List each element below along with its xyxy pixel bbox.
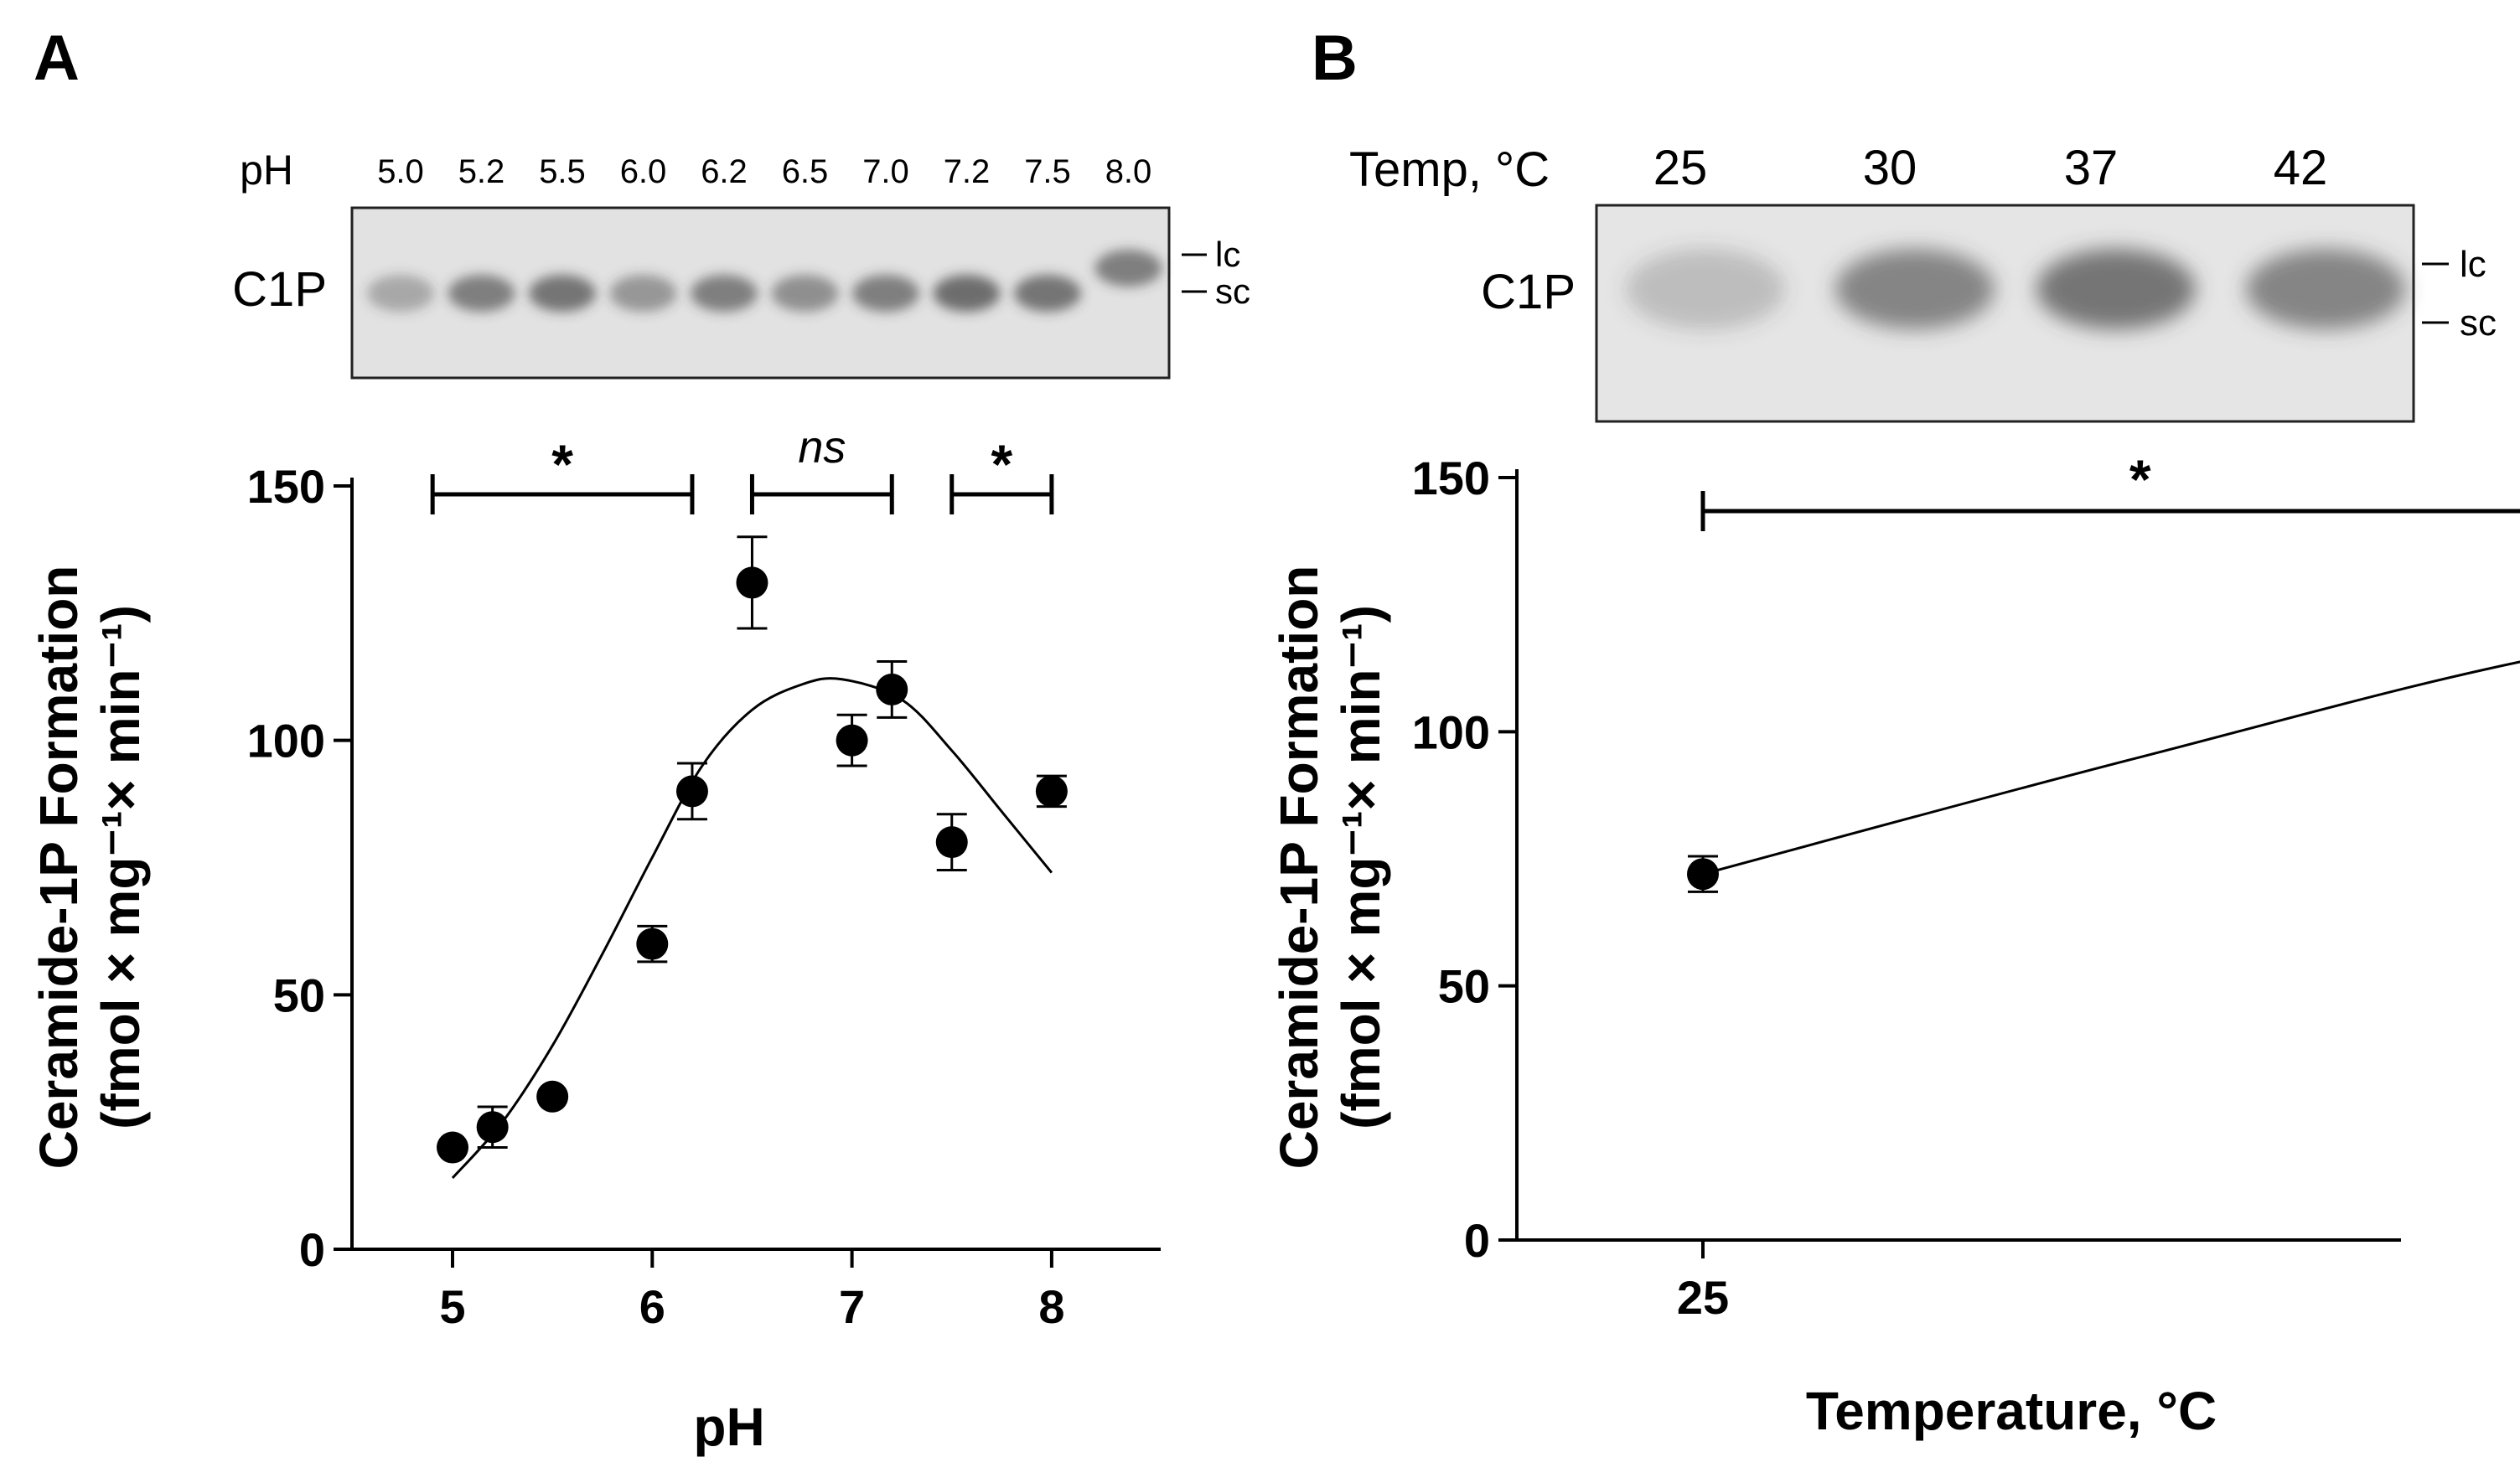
chart-a-data-point	[935, 826, 968, 859]
gel-a-lane-label: 5.5	[539, 153, 586, 190]
gel-a-bands	[367, 250, 1162, 312]
gel-a-lane-label: 7.5	[1024, 153, 1071, 190]
chart-a-data-point	[736, 566, 768, 599]
chart-a-data-point	[437, 1131, 468, 1164]
gel-a-lane-label: 7.0	[862, 153, 909, 190]
chart-b-ylabel-line2: (fmol × mg⁻¹× min⁻¹)	[1331, 605, 1391, 1129]
chart-b-ylabel-line1: Ceramide-1P Formation	[1269, 566, 1329, 1170]
chart-a-data-point	[636, 928, 669, 960]
chart-a-data-point	[836, 724, 868, 757]
gel-b-bands	[1626, 249, 2405, 329]
chart-a-ylabel: Ceramide-1P Formation (fmol × mg⁻¹× min⁻…	[28, 566, 151, 1170]
gel-b-lane-labels: 25 30 37 42	[1653, 141, 2328, 195]
chart-a-data-point	[1035, 775, 1068, 808]
gel-a-band	[933, 275, 1001, 312]
chart-a-fit-curve	[451, 677, 1053, 1179]
chart-b-ylabel: Ceramide-1P Formation (fmol × mg⁻¹× min⁻…	[1269, 566, 1391, 1170]
chart-b-significance-label: *	[2129, 448, 2151, 510]
gel-b-lane-label: 42	[2274, 141, 2328, 195]
gel-b-band	[1835, 249, 1995, 329]
chart-a-y-tick-label: 100	[247, 715, 325, 767]
chart-a-ylabel-line1: Ceramide-1P Formation	[28, 566, 89, 1170]
chart-b-y-tick-label: 0	[1464, 1214, 1490, 1267]
gel-a: pH 5.0 5.2 5.5 6.0 6.2 6.5 7.0 7.2 7.5 8.0 C1P lc…	[232, 147, 1250, 380]
gel-a-lane-labels: 5.0 5.2 5.5 6.0 6.2 6.5 7.0 7.2 7.5 8.0	[377, 153, 1151, 190]
chart-a-y-tick-label: 50	[273, 969, 325, 1021]
gel-b-lane-label: 30	[1863, 141, 1917, 195]
chart-a-data-point	[876, 673, 908, 705]
gel-a-band	[1094, 250, 1162, 287]
panel-a: A pH 5.0 5.2 5.5 6.0 6.2 6.5 7.0 7.2 7.5 8.0 C1P …	[28, 23, 1250, 1457]
chart-a-y-tick-label: 0	[299, 1223, 325, 1276]
chart-a-significance-label: *	[991, 433, 1012, 495]
gel-a-lane-label: 6.0	[620, 153, 667, 190]
gel-a-header-label: pH	[240, 147, 293, 194]
chart-a-significance-label: *	[551, 433, 573, 495]
gel-a-marker-sc: sc	[1215, 271, 1250, 311]
gel-a-marker-lc: lc	[1215, 235, 1240, 274]
chart-a-data-point	[675, 775, 708, 808]
chart-a-ylabel-line2: (fmol × mg⁻¹× min⁻¹)	[91, 605, 151, 1129]
gel-b-marker-lc: lc	[2460, 244, 2486, 285]
gel-a-lane-label: 8.0	[1105, 153, 1152, 190]
chart-b-fit-curve	[1702, 660, 2520, 876]
chart-b-x-tick-label: 25	[1677, 1271, 1729, 1324]
gel-a-lane-label: 5.0	[377, 153, 424, 190]
gel-a-lane-label: 5.2	[458, 153, 505, 190]
chart-a-x-tick-label: 6	[639, 1280, 665, 1333]
chart-a-xlabel: pH	[693, 1397, 764, 1457]
gel-b-band	[2246, 249, 2405, 329]
chart-b-data-point	[1687, 858, 1719, 891]
chart-a: Ceramide-1P Formation (fmol × mg⁻¹× min⁻…	[28, 422, 1161, 1457]
gel-b-header-label: Temp, °C	[1349, 142, 1550, 197]
chart-b: Ceramide-1P Formation (fmol × mg⁻¹× min⁻…	[1269, 448, 2520, 1441]
gel-a-band	[609, 275, 677, 312]
chart-a-data-point	[476, 1111, 509, 1144]
gel-a-band	[1014, 275, 1081, 312]
chart-a-x-tick-label: 7	[839, 1280, 865, 1333]
chart-a-x-tick-label: 5	[439, 1280, 465, 1333]
chart-b-y-tick-label: 50	[1438, 960, 1490, 1013]
panel-b: B Temp, °C 25 30 37 42 C1P lc sc Ceramide-1…	[1269, 23, 2520, 1441]
gel-b-marker-sc: sc	[2460, 302, 2497, 344]
gel-a-lane-label: 6.5	[782, 153, 829, 190]
gel-b-band	[2036, 249, 2196, 329]
panel-a-letter: A	[34, 23, 80, 94]
gel-a-band	[529, 275, 596, 312]
chart-b-xlabel: Temperature, °C	[1806, 1381, 2217, 1441]
chart-a-x-tick-label: 8	[1038, 1280, 1064, 1333]
gel-a-band	[771, 275, 839, 312]
gel-b-lane-label: 37	[2064, 141, 2119, 195]
panel-b-letter: B	[1312, 23, 1358, 94]
gel-a-lane-label: 6.2	[701, 153, 748, 190]
chart-b-y-tick-label: 150	[1412, 452, 1490, 504]
gel-b-row-label: C1P	[1481, 265, 1576, 319]
gel-a-row-label: C1P	[232, 262, 327, 317]
chart-a-data-point	[536, 1080, 569, 1113]
gel-a-lane-label: 7.2	[944, 153, 991, 190]
gel-b-band	[1626, 249, 1785, 329]
gel-a-band	[691, 275, 758, 312]
gel-a-band	[367, 275, 434, 312]
chart-a-significance-label: ns	[798, 422, 846, 473]
chart-a-y-tick-label: 150	[247, 460, 325, 513]
gel-a-band	[852, 275, 919, 312]
gel-b-lane-label: 25	[1653, 141, 1708, 195]
chart-b-y-tick-label: 100	[1412, 705, 1490, 758]
gel-a-band	[448, 275, 515, 312]
gel-b: Temp, °C 25 30 37 42 C1P lc sc	[1349, 141, 2497, 423]
